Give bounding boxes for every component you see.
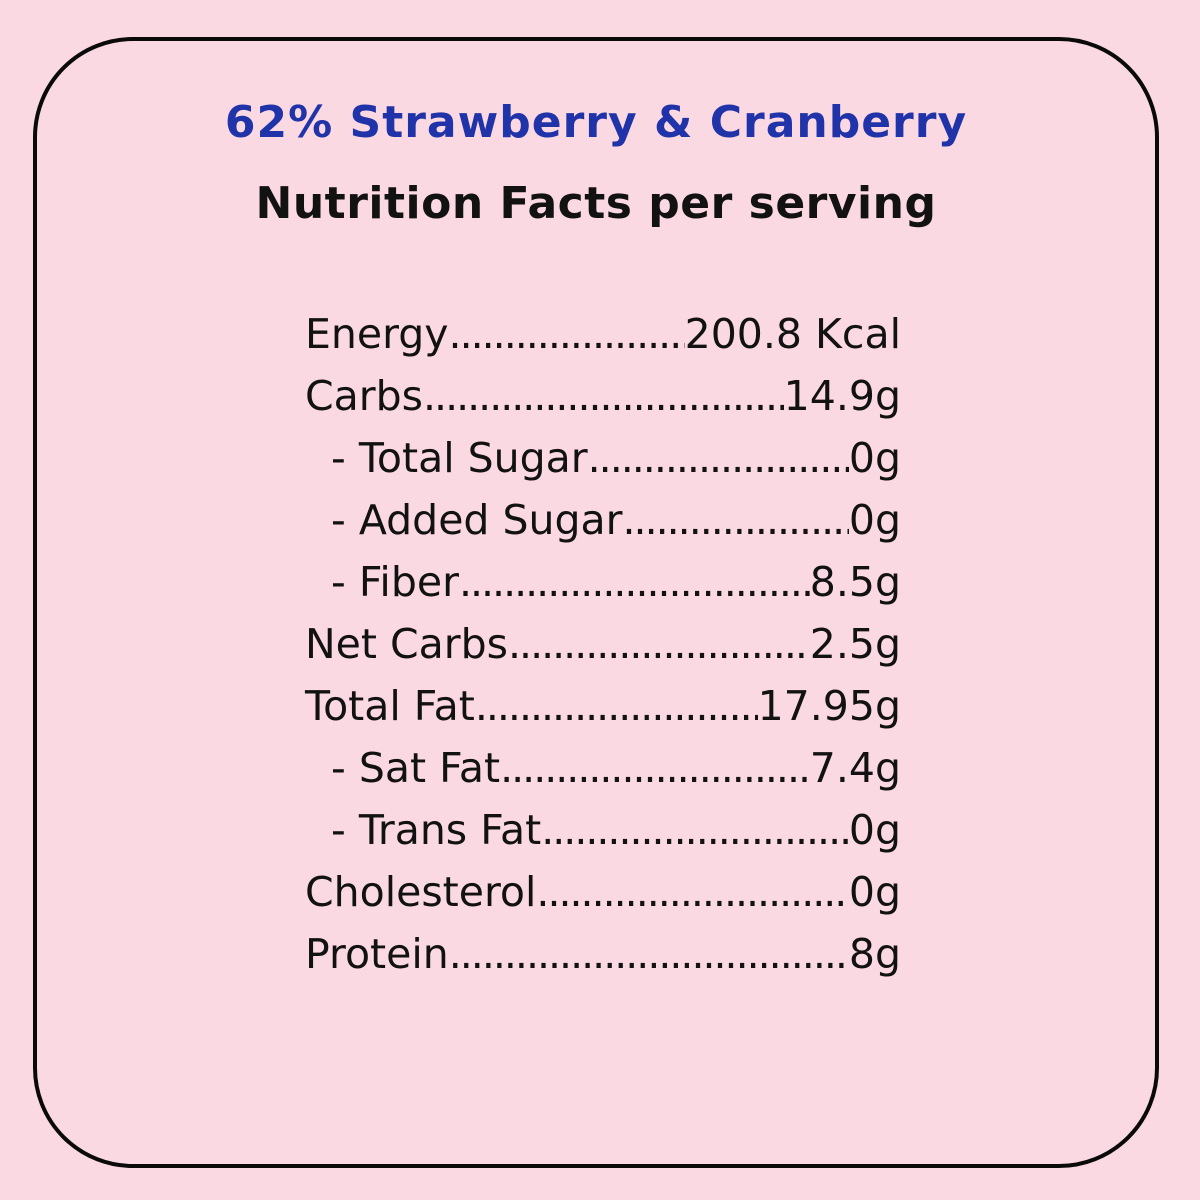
nutrition-row: Energy .................................… <box>305 303 901 365</box>
dot-leader: ........................................… <box>508 620 810 668</box>
dot-leader: ........................................… <box>458 558 810 606</box>
nutrient-label: - Trans Fat <box>331 806 542 854</box>
nutrition-row: Net Carbs ..............................… <box>305 613 901 675</box>
nutrient-label: - Fiber <box>331 558 459 606</box>
nutrition-facts-heading: Nutrition Facts per serving <box>255 178 937 229</box>
nutrient-label: Protein <box>305 930 449 978</box>
nutrition-row: - Sat Fat ..............................… <box>305 737 901 799</box>
nutrition-label-card: 62% Strawberry & Cranberry Nutrition Fac… <box>33 37 1159 1168</box>
nutrient-value: 8g <box>848 930 901 978</box>
nutrition-row: Cholesterol ............................… <box>305 861 901 923</box>
dot-leader: ........................................… <box>474 682 758 730</box>
nutrition-list: Energy .................................… <box>305 303 901 985</box>
nutrient-value: 0g <box>848 806 901 854</box>
dot-leader: ........................................… <box>536 868 848 916</box>
dot-leader: ........................................… <box>622 496 849 544</box>
nutrient-label: - Total Sugar <box>331 434 588 482</box>
dot-leader: ........................................… <box>587 434 849 482</box>
nutrition-row: - Added Sugar ..........................… <box>305 489 901 551</box>
nutrient-label: - Sat Fat <box>331 744 501 792</box>
nutrient-value: 14.9g <box>783 372 901 420</box>
nutrition-row: - Trans Fat ............................… <box>305 799 901 861</box>
nutrient-value: 17.95g <box>757 682 901 730</box>
nutrient-label: Cholesterol <box>305 868 537 916</box>
nutrient-value: 0g <box>848 868 901 916</box>
nutrient-label: Carbs <box>305 372 423 420</box>
nutrition-row: - Total Sugar ..........................… <box>305 427 901 489</box>
dot-leader: ........................................… <box>448 310 685 358</box>
dot-leader: ........................................… <box>448 930 849 978</box>
nutrient-value: 2.5g <box>809 620 901 668</box>
dot-leader: ........................................… <box>541 806 849 854</box>
nutrient-value: 8.5g <box>809 558 901 606</box>
nutrient-value: 0g <box>848 496 901 544</box>
dot-leader: ........................................… <box>423 372 784 420</box>
product-title: 62% Strawberry & Cranberry <box>224 97 968 148</box>
dot-leader: ........................................… <box>500 744 810 792</box>
nutrient-label: Total Fat <box>305 682 475 730</box>
nutrient-value: 7.4g <box>809 744 901 792</box>
nutrition-row: Total Fat ..............................… <box>305 675 901 737</box>
nutrition-row: - Fiber ................................… <box>305 551 901 613</box>
nutrient-label: Net Carbs <box>305 620 508 668</box>
nutrition-row: Protein ................................… <box>305 923 901 985</box>
nutrient-value: 200.8 Kcal <box>684 310 901 358</box>
nutrient-value: 0g <box>848 434 901 482</box>
nutrition-row: Carbs ..................................… <box>305 365 901 427</box>
nutrient-label: Energy <box>305 310 449 358</box>
nutrient-label: - Added Sugar <box>331 496 623 544</box>
